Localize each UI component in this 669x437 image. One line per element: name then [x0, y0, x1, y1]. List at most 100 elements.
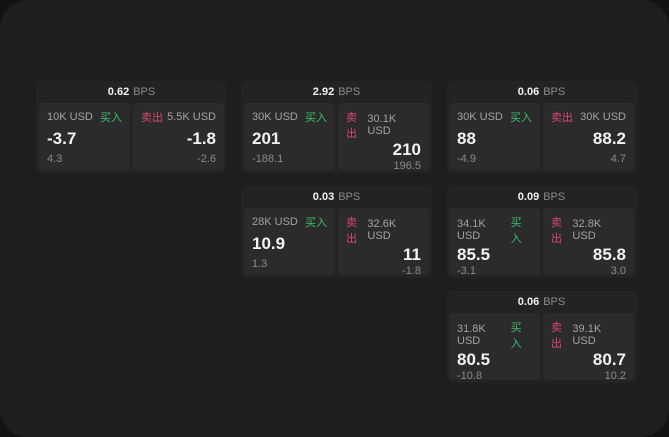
sell-pane-top: 卖出 5.5K USD — [141, 109, 216, 125]
buy-pane[interactable]: 28K USD 买入 10.9 1.3 — [244, 208, 335, 275]
buy-pane[interactable]: 30K USD 买入 88 -4.9 — [449, 103, 540, 170]
buy-amount: 30K USD — [457, 111, 503, 123]
buy-pane-top: 34.1K USD 买入 — [457, 214, 532, 246]
sell-amount: 30.1K USD — [367, 113, 397, 137]
buy-pane-top: 31.8K USD 买入 — [457, 319, 532, 351]
sell-amount: 5.5K USD — [167, 111, 216, 123]
card-header: 0.03 BPS — [244, 186, 429, 208]
sell-amount: 32.8K USD — [572, 218, 602, 242]
sell-amount: 32.6K USD — [367, 218, 397, 242]
buy-amount: 34.1K USD — [457, 218, 486, 242]
buy-pane-top: 10K USD 买入 — [47, 109, 122, 125]
card-panes: 10K USD 买入 -3.7 4.3 卖出 5.5K USD -1.8 -2.… — [39, 103, 224, 170]
buy-price: 85.5 — [457, 245, 491, 264]
bps-value: 0.06 — [517, 86, 540, 98]
sell-amount: 39.1K USD — [572, 323, 602, 347]
sell-change: -1.8 — [402, 264, 421, 277]
buy-pane[interactable]: 30K USD 买入 201 -188.1 — [244, 103, 335, 170]
card-panes: 34.1K USD 买入 85.5 -3.1 卖出 32.8K USD 85.8… — [449, 208, 634, 277]
buy-side-label: 买入 — [510, 112, 532, 124]
card-panes: 30K USD 买入 201 -188.1 卖出 30.1K USD 210 1… — [244, 103, 429, 172]
buy-amount: 31.8K USD — [457, 323, 486, 347]
quote-card[interactable]: 0.03 BPS 28K USD 买入 10.9 1.3 卖出 32.6K US… — [241, 186, 432, 278]
card-header: 0.09 BPS — [449, 186, 634, 208]
bps-value: 0.06 — [517, 296, 540, 308]
sell-pane-top: 卖出 32.8K USD — [551, 214, 626, 246]
sell-price: 80.7 — [592, 350, 626, 369]
buy-pane-top: 30K USD 买入 — [252, 109, 327, 125]
quote-card[interactable]: 2.92 BPS 30K USD 买入 201 -188.1 卖出 30.1K … — [241, 81, 432, 173]
sell-pane-top: 卖出 39.1K USD — [551, 319, 626, 351]
sell-price: 11 — [403, 245, 421, 264]
buy-pane[interactable]: 10K USD 买入 -3.7 4.3 — [39, 103, 130, 170]
bps-value: 0.09 — [517, 191, 540, 203]
sell-change: 196.5 — [393, 159, 421, 172]
sell-change: -2.6 — [197, 153, 216, 165]
sell-pane-top: 卖出 32.6K USD — [346, 214, 421, 246]
sell-side-label: 卖出 — [346, 112, 357, 140]
bps-value: 0.62 — [107, 86, 130, 98]
sell-side-label: 卖出 — [346, 217, 357, 245]
sell-change: 4.7 — [610, 153, 626, 165]
buy-change: -4.9 — [457, 153, 476, 165]
sell-pane-top: 卖出 30.1K USD — [346, 109, 421, 141]
sell-pane[interactable]: 卖出 39.1K USD 80.7 10.2 — [543, 313, 634, 382]
buy-price: 10.9 — [252, 233, 286, 253]
sell-price: 210 — [392, 140, 421, 159]
card-panes: 30K USD 买入 88 -4.9 卖出 30K USD 88.2 4.7 — [449, 103, 634, 170]
sell-change: 3.0 — [610, 264, 626, 277]
bps-unit-label: BPS — [543, 86, 566, 98]
sell-price: 85.8 — [592, 245, 626, 264]
sell-pane[interactable]: 卖出 5.5K USD -1.8 -2.6 — [133, 103, 224, 170]
bps-value: 2.92 — [312, 86, 335, 98]
buy-amount: 30K USD — [252, 111, 298, 123]
buy-change: 4.3 — [47, 153, 63, 165]
sell-side-label: 卖出 — [551, 322, 562, 350]
sell-pane[interactable]: 卖出 30.1K USD 210 196.5 — [338, 103, 429, 172]
buy-side-label: 买入 — [100, 112, 122, 124]
bps-unit-label: BPS — [543, 191, 566, 203]
buy-change: 1.3 — [252, 258, 268, 270]
sell-side-label: 卖出 — [551, 112, 573, 124]
sell-side-label: 卖出 — [141, 112, 163, 124]
bps-value: 0.03 — [312, 191, 335, 203]
quote-card[interactable]: 0.06 BPS 30K USD 买入 88 -4.9 卖出 30K USD 8… — [446, 81, 637, 173]
buy-price: 80.5 — [457, 350, 491, 369]
quote-card[interactable]: 0.09 BPS 34.1K USD 买入 85.5 -3.1 卖出 32.8K… — [446, 186, 637, 278]
buy-side-label: 买入 — [305, 112, 327, 124]
sell-pane[interactable]: 卖出 32.8K USD 85.8 3.0 — [543, 208, 634, 277]
buy-change: -3.1 — [457, 264, 476, 277]
buy-pane-top: 30K USD 买入 — [457, 109, 532, 125]
quote-card[interactable]: 0.62 BPS 10K USD 买入 -3.7 4.3 卖出 5.5K USD… — [36, 81, 227, 173]
quote-cards-grid: 0.62 BPS 10K USD 买入 -3.7 4.3 卖出 5.5K USD… — [36, 81, 637, 383]
card-panes: 31.8K USD 买入 80.5 -10.8 卖出 39.1K USD 80.… — [449, 313, 634, 382]
card-header: 0.06 BPS — [449, 81, 634, 103]
buy-side-label: 买入 — [510, 217, 522, 245]
buy-pane[interactable]: 34.1K USD 买入 85.5 -3.1 — [449, 208, 540, 277]
bps-unit-label: BPS — [338, 86, 361, 98]
buy-change: -10.8 — [457, 369, 483, 382]
quote-card[interactable]: 0.06 BPS 31.8K USD 买入 80.5 -10.8 卖出 39.1… — [446, 291, 637, 383]
bps-unit-label: BPS — [543, 296, 566, 308]
card-panes: 28K USD 买入 10.9 1.3 卖出 32.6K USD 11 -1.8 — [244, 208, 429, 277]
buy-amount: 10K USD — [47, 111, 93, 123]
card-header: 0.06 BPS — [449, 291, 634, 313]
sell-amount: 30K USD — [580, 111, 626, 123]
sell-side-label: 卖出 — [551, 217, 562, 245]
buy-amount: 28K USD — [252, 216, 298, 228]
buy-change: -188.1 — [252, 153, 284, 165]
buy-side-label: 买入 — [305, 217, 327, 229]
sell-change: 10.2 — [604, 369, 626, 382]
sell-pane-top: 卖出 30K USD — [551, 109, 626, 125]
sell-pane[interactable]: 卖出 32.6K USD 11 -1.8 — [338, 208, 429, 277]
buy-side-label: 买入 — [510, 322, 522, 350]
buy-price: 88 — [457, 128, 476, 148]
bps-unit-label: BPS — [338, 191, 361, 203]
sell-price: -1.8 — [186, 128, 216, 148]
buy-pane-top: 28K USD 买入 — [252, 214, 327, 230]
buy-pane[interactable]: 31.8K USD 买入 80.5 -10.8 — [449, 313, 540, 382]
sell-pane[interactable]: 卖出 30K USD 88.2 4.7 — [543, 103, 634, 170]
card-header: 0.62 BPS — [39, 81, 224, 103]
bps-unit-label: BPS — [133, 86, 156, 98]
